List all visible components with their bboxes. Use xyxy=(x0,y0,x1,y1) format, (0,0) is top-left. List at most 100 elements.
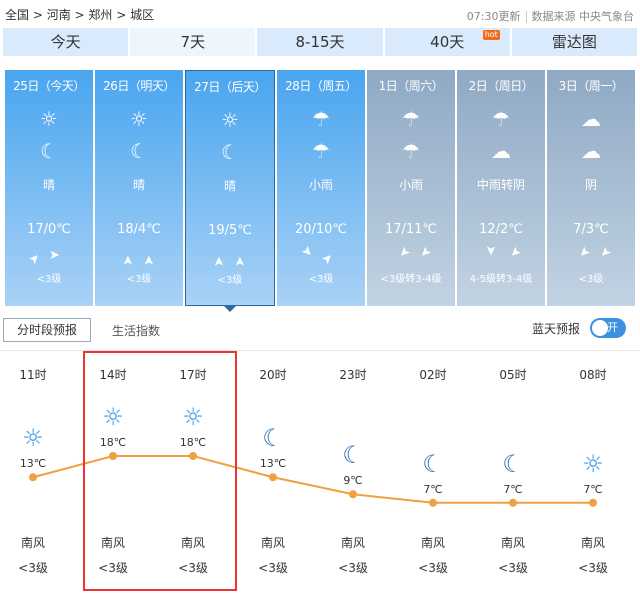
wind-level: <3级 xyxy=(178,561,208,575)
breadcrumb-link[interactable]: 全国 xyxy=(5,8,30,22)
wind-level: <3级 xyxy=(338,561,368,575)
tab-life-index[interactable]: 生活指数 xyxy=(112,324,161,338)
wind-level: <3级 xyxy=(498,561,528,575)
weather-desc: 小雨 xyxy=(398,178,423,192)
sun-icon: ☼ xyxy=(40,107,58,131)
tab-40days[interactable]: 40天 hot xyxy=(384,28,510,56)
rain-icon: ☂ xyxy=(312,107,330,131)
temp-range: 18/4℃ xyxy=(117,222,161,237)
day-card[interactable]: 1日（周六） ☂ ☂ 小雨 17/11℃ ➤➤ <3级转3-4级 xyxy=(367,70,455,306)
day-card[interactable]: 2日（周日） ☂ ☁ 中雨转阴 12/2℃ ➤➤ 4-5级转3-4级 xyxy=(457,70,545,306)
daily-forecast: 25日（今天） ☼ ☾ 晴 17/0℃ ➤➤ <3级 26日（明天） ☼ ☾ 晴 … xyxy=(5,70,635,312)
sun-icon: ☼ xyxy=(102,403,124,431)
wind-direction: 南风 xyxy=(260,536,285,550)
rain-icon: ☂ xyxy=(402,139,420,163)
tab-radar[interactable]: 雷达图 xyxy=(511,28,638,56)
hour-label: 11时 xyxy=(19,368,47,382)
wind-level: <3级 xyxy=(308,274,334,285)
update-time: 07:30更新 xyxy=(466,10,521,23)
tab-7days[interactable]: 7天 xyxy=(130,28,256,56)
weather-desc: 晴 xyxy=(132,178,145,192)
wind-level: <3级 xyxy=(18,561,48,575)
rain-icon: ☂ xyxy=(312,139,330,163)
temp-range: 19/5℃ xyxy=(208,223,252,238)
tab-today[interactable]: 今天 xyxy=(3,28,129,56)
temp-range: 12/2℃ xyxy=(479,222,523,237)
sun-icon: ☼ xyxy=(130,107,148,131)
temperature-point xyxy=(429,498,437,507)
wind-level: <3级 xyxy=(578,561,608,575)
temp-label: 13℃ xyxy=(259,457,287,471)
day-card[interactable]: 3日（周一） ☁ ☁ 阴 7/3℃ ➤➤ <3级 xyxy=(547,70,635,306)
breadcrumb-current: 城区 xyxy=(130,8,155,22)
day-date: 3日（周一） xyxy=(558,79,624,93)
moon-icon: ☾ xyxy=(221,140,239,164)
moon-icon: ☾ xyxy=(502,449,524,478)
wind-level: <3级 xyxy=(217,275,243,286)
temp-range: 17/11℃ xyxy=(384,222,438,237)
hour-label: 17时 xyxy=(179,368,207,382)
temp-range: 7/3℃ xyxy=(573,222,609,237)
temp-label: 13℃ xyxy=(19,457,47,471)
highlight-box xyxy=(83,351,237,591)
hour-label: 08时 xyxy=(579,368,607,382)
day-card[interactable]: 25日（今天） ☼ ☾ 晴 17/0℃ ➤➤ <3级 xyxy=(5,70,93,306)
day-card[interactable]: 26日（明天） ☼ ☾ 晴 18/4℃ ➤ ➤ <3级 xyxy=(95,70,183,306)
cloudy-night-icon: ☁ xyxy=(491,139,511,163)
wind-level: <3级 xyxy=(98,561,128,575)
temperature-point xyxy=(189,452,197,460)
wind-level: <3级 xyxy=(36,274,62,285)
tab-8-15days[interactable]: 8-15天 xyxy=(257,28,383,56)
wind-direction: 南风 xyxy=(100,536,125,550)
temp-label: 7℃ xyxy=(503,482,523,496)
hour-label: 20时 xyxy=(259,368,287,382)
overcast-icon: ☁ xyxy=(581,107,601,131)
hour-label: 05时 xyxy=(499,368,527,382)
wind-direction: 南风 xyxy=(500,536,525,550)
day-card[interactable]: 27日（后天） ☼ ☾ 晴 19/5℃ ➤ ➤ <3级 xyxy=(185,70,275,312)
temp-label: 18℃ xyxy=(99,436,127,449)
wind-direction: 南风 xyxy=(340,536,365,550)
wind-direction: 南风 xyxy=(180,536,205,550)
wind-arrow-icon: ➤ xyxy=(49,248,70,263)
breadcrumb-link[interactable]: 郑州 xyxy=(88,8,113,22)
wind-level: 4-5级转3-4级 xyxy=(469,274,533,285)
moon-icon: ☾ xyxy=(342,441,364,470)
hot-badge: hot xyxy=(482,30,500,40)
temperature-point xyxy=(109,452,117,460)
breadcrumb-link[interactable]: 河南 xyxy=(46,8,71,22)
hour-label: 23时 xyxy=(339,368,367,382)
hour-label: 02时 xyxy=(419,368,447,382)
breadcrumb: 全国 > 河南 > 郑州 > 城区 xyxy=(5,8,155,22)
sun-icon: ☼ xyxy=(182,403,204,431)
day-date: 2日（周日） xyxy=(468,79,534,93)
temp-range: 20/10℃ xyxy=(294,222,348,237)
moon-icon: ☾ xyxy=(130,139,148,163)
moon-icon: ☾ xyxy=(40,139,58,163)
temp-label: 7℃ xyxy=(583,482,603,496)
temp-label: 7℃ xyxy=(423,482,443,496)
moon-icon: ☾ xyxy=(422,449,444,478)
temp-range: 17/0℃ xyxy=(27,222,71,237)
temp-label: 18℃ xyxy=(179,436,207,449)
blue-sky-toggle[interactable]: 开 xyxy=(590,318,626,338)
forecast-tabs: 今天 7天 8-15天 40天 hot 雷达图 xyxy=(3,28,638,56)
wind-level: <3级 xyxy=(578,274,604,285)
day-card[interactable]: 28日（周五） ☂ ☂ 小雨 20/10℃ ➤➤ <3级 xyxy=(277,70,365,306)
temp-label: 9℃ xyxy=(343,474,363,488)
sun-icon: ☼ xyxy=(582,449,604,478)
day-date: 1日（周六） xyxy=(378,79,444,93)
temperature-point xyxy=(589,498,597,507)
blue-sky-label: 蓝天预报 xyxy=(531,322,580,336)
temperature-point xyxy=(269,473,277,482)
temperature-point xyxy=(29,473,37,482)
source-info: 07:30更新 数据来源 中央气象台 xyxy=(467,8,634,24)
rain-icon: ☂ xyxy=(402,107,420,131)
day-date: 25日（今天） xyxy=(13,79,85,93)
tab-hourly-forecast[interactable]: 分时段预报 xyxy=(3,318,91,342)
divider xyxy=(0,350,640,351)
tab-label: 40天 xyxy=(430,33,465,51)
wind-direction: 南风 xyxy=(580,536,605,550)
day-date: 28日（周五） xyxy=(285,79,357,93)
